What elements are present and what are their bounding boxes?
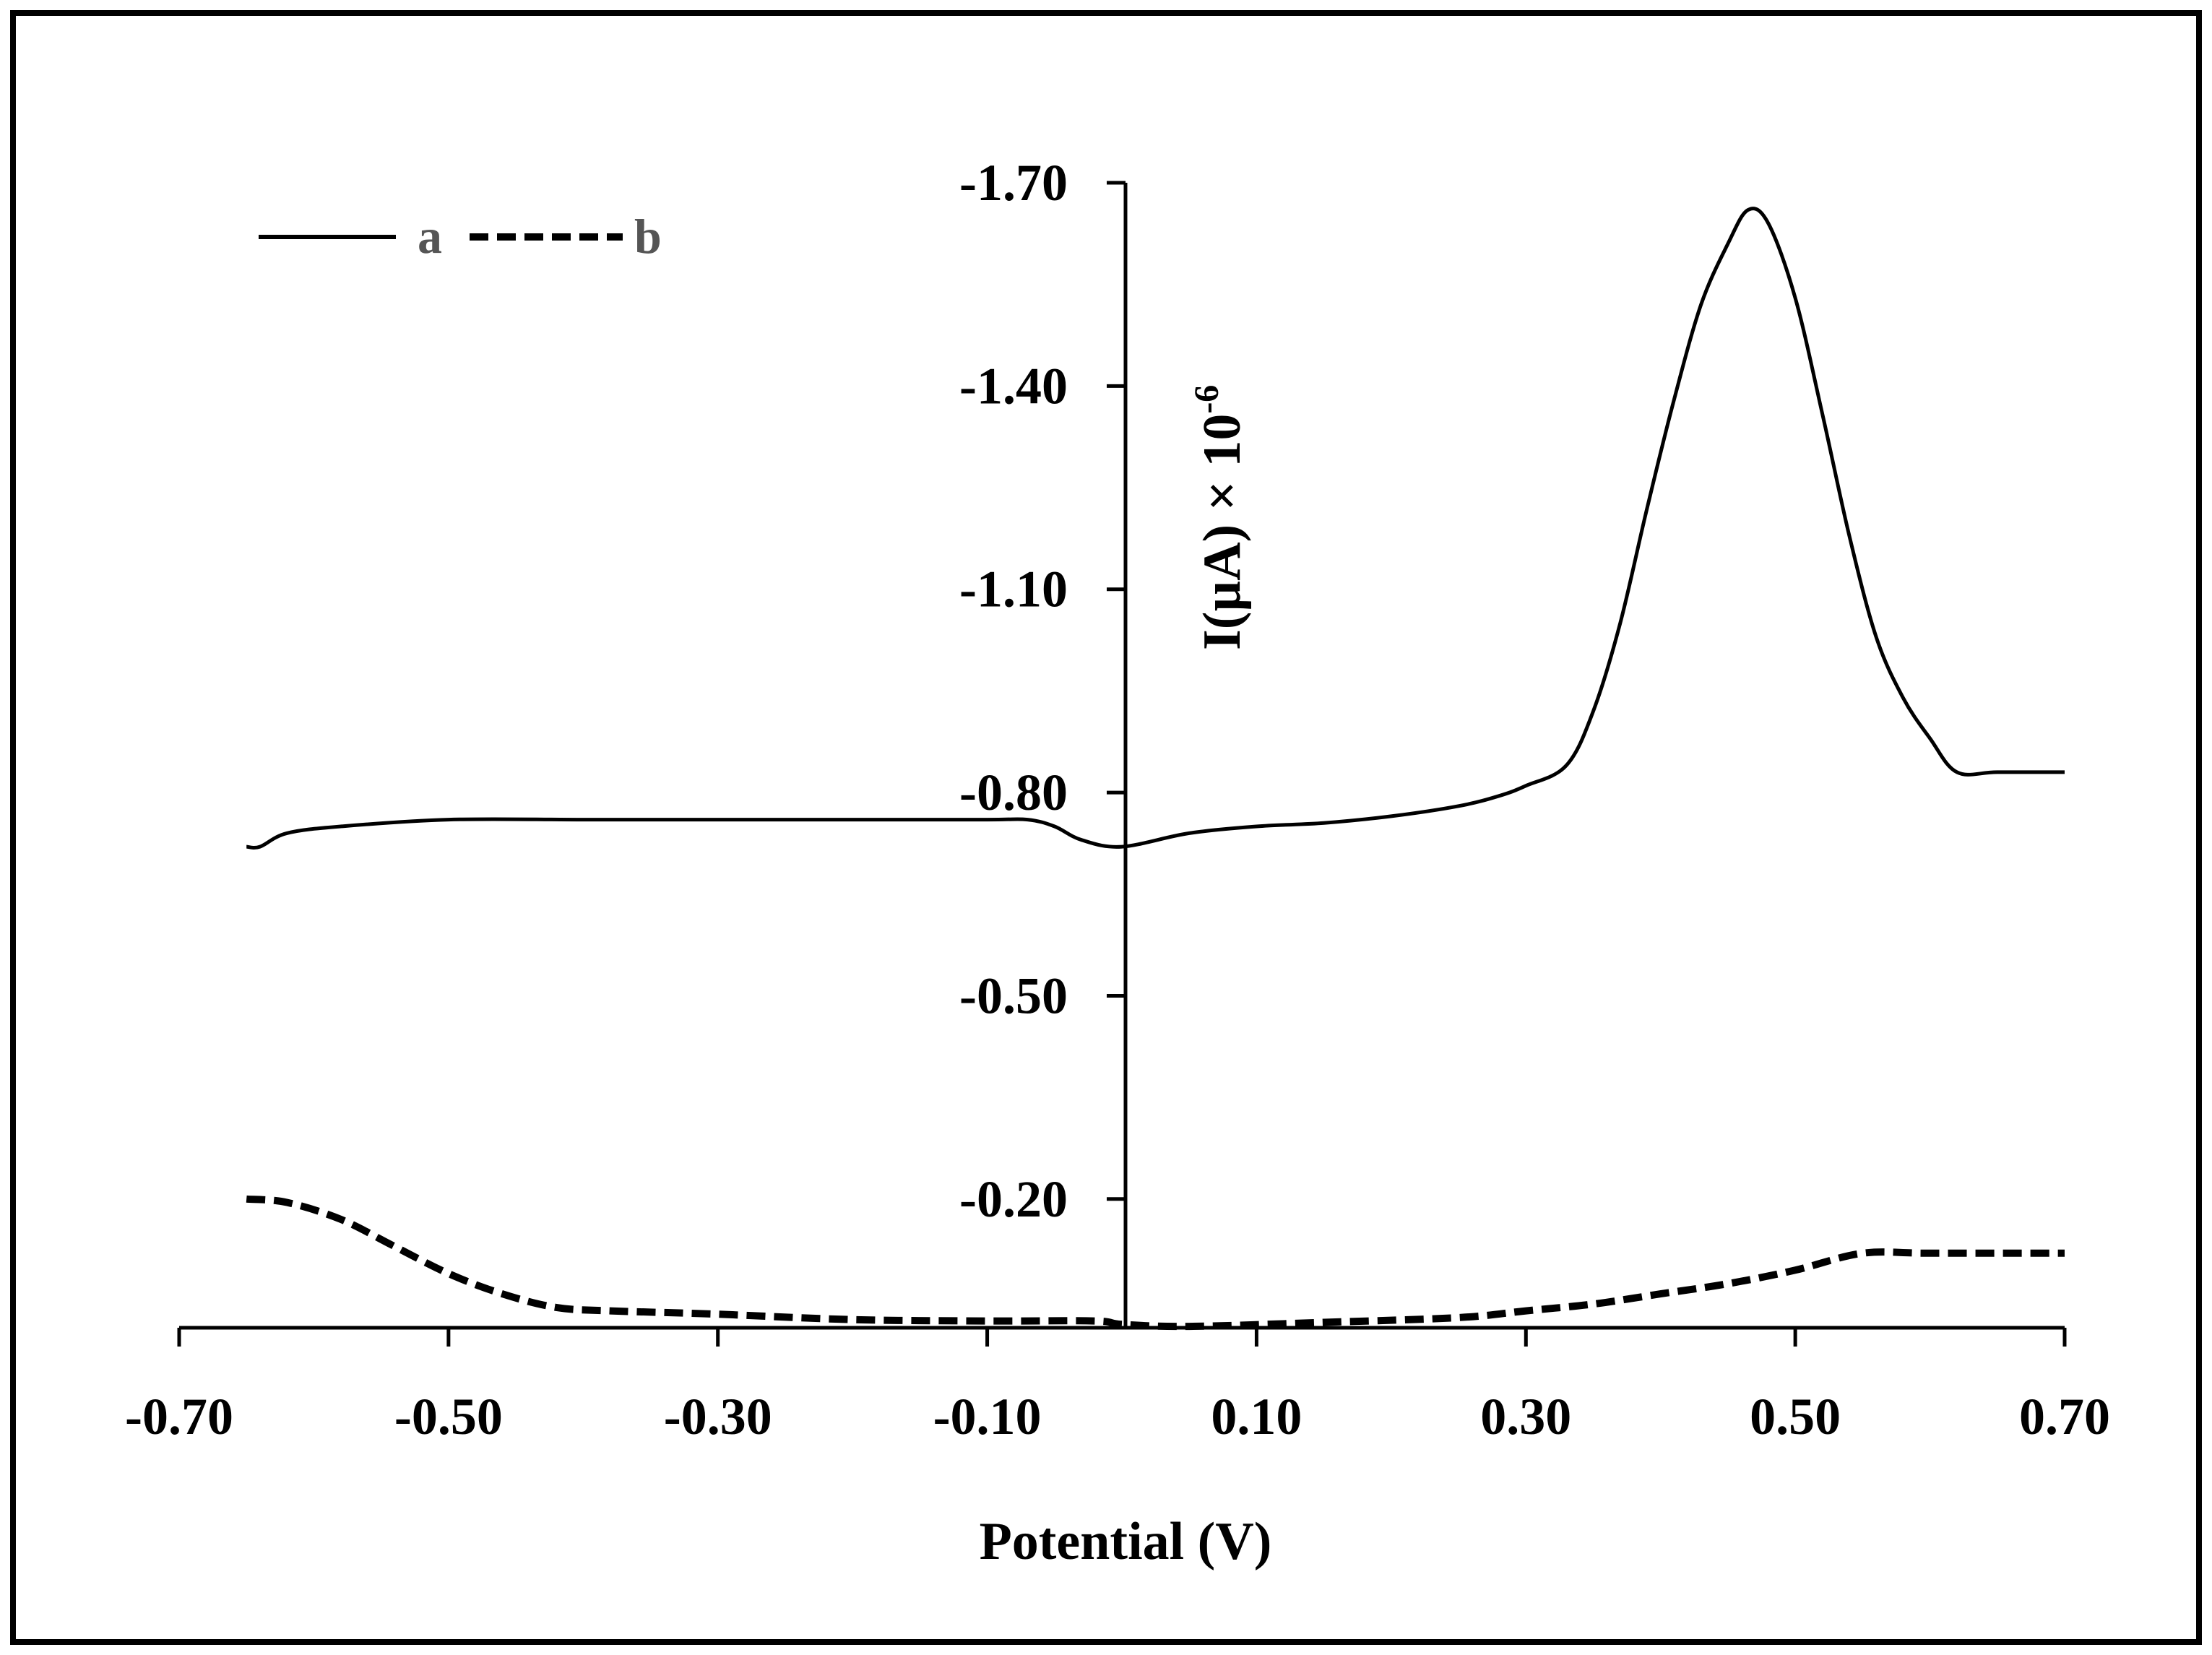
x-tick-label: -0.50: [394, 1388, 503, 1446]
x-tick-label: 0.30: [1480, 1388, 1571, 1446]
x-tick-label: -0.10: [933, 1388, 1042, 1446]
series-line-b: [246, 1195, 2065, 1331]
x-tick-label: 0.10: [1211, 1388, 1302, 1446]
legend: a b: [259, 209, 662, 264]
y-tick-label: -0.50: [959, 967, 1068, 1024]
legend-label-a: a: [418, 209, 442, 264]
axes-layer: [177, 181, 2067, 1347]
x-tick-label: 0.70: [2019, 1388, 2110, 1446]
x-tick-label: 0.50: [1750, 1388, 1841, 1446]
svg-text:I(µA) × 10-6: I(µA) × 10-6: [1188, 385, 1252, 650]
y-tick-label: -0.20: [959, 1170, 1068, 1228]
y-axis-title-main: I(µA) × 10: [1193, 414, 1252, 650]
x-tick-label: -0.70: [125, 1388, 233, 1446]
y-axis-title: I(µA) × 10-6: [1188, 385, 1252, 650]
figure-border: [10, 10, 2202, 1645]
y-tick-label: -0.80: [959, 764, 1068, 821]
y-axis-title-exponent: -6: [1188, 385, 1226, 414]
series-line-a: [246, 207, 2065, 850]
y-tick-label: -1.70: [959, 154, 1068, 212]
series-layer: [246, 207, 2065, 1331]
y-tick-label: -1.40: [959, 357, 1068, 415]
y-tick-label: -1.10: [959, 561, 1068, 618]
x-tick-label: -0.30: [664, 1388, 772, 1446]
legend-label-b: b: [634, 209, 662, 264]
tick-labels: -0.70 -0.50 -0.30 -0.10 0.10 0.30 0.50 0.70 -1.7…: [125, 154, 2110, 1446]
x-axis-title: Potential (V): [980, 1512, 1272, 1571]
